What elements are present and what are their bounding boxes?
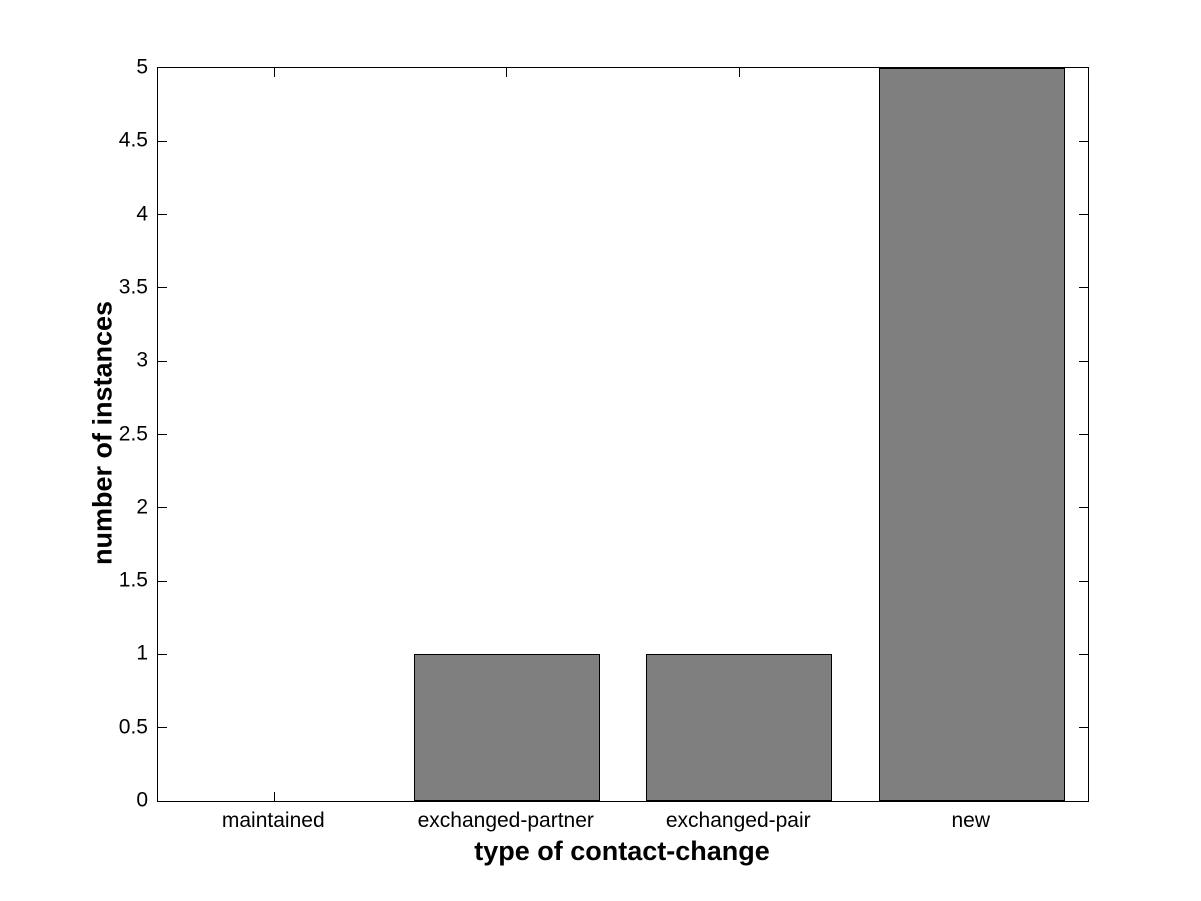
y-tick-right [1079, 727, 1088, 729]
y-tick-label: 0.5 [118, 715, 148, 739]
y-tick-left [158, 214, 167, 216]
y-axis-label: number of instances [87, 300, 118, 566]
y-tick-label: 3.5 [118, 275, 148, 299]
y-tick-left [158, 580, 167, 582]
y-tick-left [158, 140, 167, 142]
y-tick-right [1079, 434, 1088, 435]
bar-exchanged-pair [646, 654, 833, 801]
plot-area [157, 67, 1089, 802]
y-tick-right [1079, 507, 1088, 509]
y-tick-left [158, 727, 167, 729]
x-tick-label-new: new [951, 809, 991, 832]
y-tick-right [1079, 360, 1088, 362]
y-tick-label: 4 [136, 202, 148, 226]
x-tick-label-exchanged-partner: exchanged-partner [417, 809, 594, 832]
y-tick-label: 0 [136, 788, 148, 812]
x-tick-bottom [273, 792, 275, 801]
x-axis-label: type of contact-change [474, 836, 770, 866]
y-tick-right [1079, 214, 1088, 216]
bar-exchanged-partner [413, 654, 600, 801]
y-tick-left [158, 360, 167, 362]
y-tick-label: 1 [136, 641, 148, 665]
y-tick-label: 3 [136, 348, 148, 372]
y-tick-label: 1.5 [118, 568, 148, 592]
y-tick-right [1079, 140, 1088, 142]
y-tick-label: 5 [136, 55, 148, 79]
x-tick-top [273, 68, 275, 77]
y-tick-left [158, 507, 167, 509]
x-tick-top [738, 68, 740, 77]
bar-new [878, 68, 1065, 801]
y-tick-right [1079, 580, 1088, 582]
y-tick-label: 4.5 [118, 128, 148, 152]
y-tick-right [1079, 287, 1088, 289]
y-tick-label: 2.5 [118, 422, 148, 445]
y-tick-left [158, 434, 167, 435]
x-tick-label-maintained: maintained [221, 809, 325, 832]
x-tick-top [506, 68, 508, 77]
y-tick-right [1079, 653, 1088, 655]
y-tick-left [158, 287, 167, 289]
y-tick-label: 2 [136, 495, 148, 519]
y-tick-left [158, 653, 167, 655]
x-tick-label-exchanged-pair: exchanged-pair [665, 809, 811, 832]
